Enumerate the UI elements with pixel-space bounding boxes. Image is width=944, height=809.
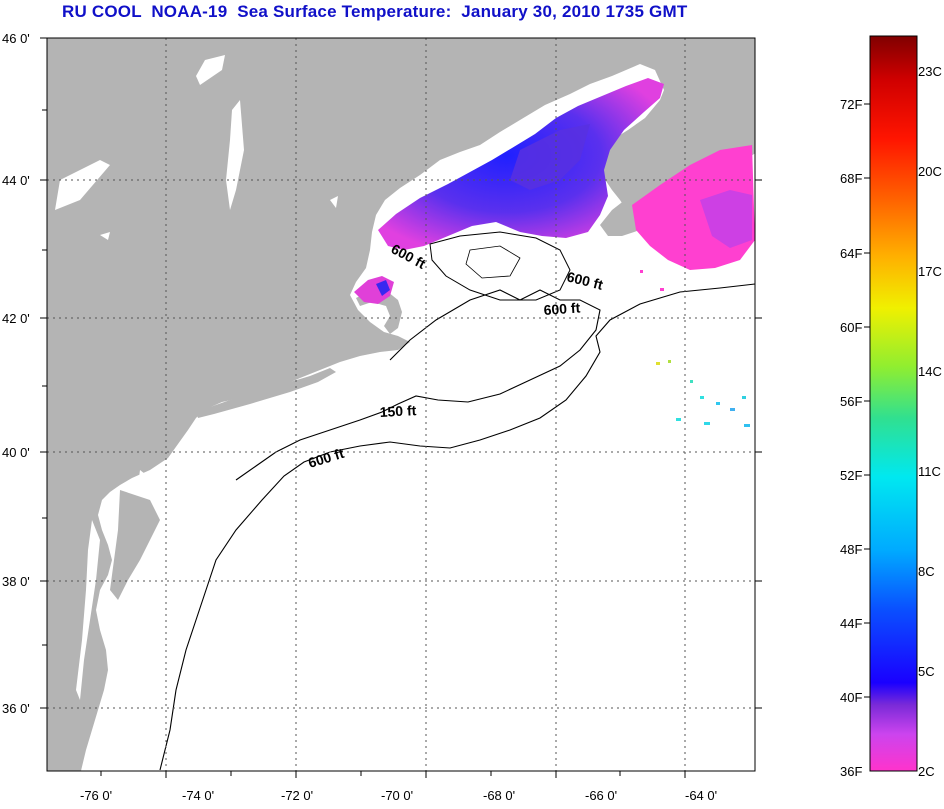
sst-northern-shelf [510, 124, 590, 190]
delaware-bay [138, 470, 150, 490]
colorbar-c-label: 20C [918, 164, 942, 179]
lat-label: 36 0' [2, 701, 30, 716]
colorbar-f-label: 48F [840, 542, 862, 557]
colorbar-c-label: 11C [918, 464, 941, 479]
contour-gulf-ring [429, 231, 571, 301]
inland-lake [196, 55, 225, 85]
inland-lake [55, 160, 110, 210]
sst-cape-cod-bay-core [376, 280, 390, 296]
sst-scotian-shelf-deep [700, 190, 752, 248]
colorbar [869, 35, 918, 772]
lat-label: 46 0' [2, 31, 30, 46]
colorbar-f-label: 44F [840, 616, 862, 631]
inland-lake [100, 232, 110, 240]
sst-scattered-pixels [640, 270, 750, 427]
colorbar-c-label: 23C [918, 64, 942, 79]
colorbar-f-label: 52F [840, 468, 862, 483]
inland-lake [226, 100, 244, 210]
lon-label: -66 0' [585, 788, 617, 803]
longitude-labels: -76 0' -74 0' -72 0' -70 0' -68 0' -66 0… [80, 788, 717, 803]
colorbar-f-label: 64F [840, 246, 862, 261]
colorbar-f-label: 60F [840, 320, 862, 335]
colorbar-f-label: 72F [840, 97, 862, 112]
colorbar-celsius-labels: 23C 20C 17C 14C 11C 8C 5C 2C [918, 64, 942, 779]
colorbar-f-label: 56F [840, 394, 862, 409]
lon-label: -68 0' [483, 788, 515, 803]
map-frame [46, 37, 756, 772]
lat-label: 40 0' [2, 445, 30, 460]
lon-label: -64 0' [685, 788, 717, 803]
lat-label: 44 0' [2, 173, 30, 188]
lon-label: -76 0' [80, 788, 112, 803]
lat-label: 42 0' [2, 311, 30, 326]
contour-label: 600 ft [543, 299, 581, 318]
chesapeake-bay [76, 520, 100, 700]
graticule [47, 38, 755, 771]
colorbar-f-label: 68F [840, 171, 862, 186]
colorbar-f-label: 40F [840, 690, 862, 705]
lon-label: -70 0' [381, 788, 413, 803]
latitude-labels: 46 0' 44 0' 42 0' 40 0' 38 0' 36 0' [2, 31, 30, 716]
colorbar-fahrenheit-labels: 72F 68F 64F 60F 56F 52F 48F 44F 40F 36F [840, 97, 862, 779]
contour-gulf-inner [465, 245, 521, 279]
land-north-america [47, 38, 755, 771]
colorbar-f-label: 36F [840, 764, 862, 779]
colorbar-ticks [864, 103, 870, 698]
land-delmarva [110, 490, 160, 600]
colorbar-c-label: 2C [918, 764, 935, 779]
colorbar-c-label: 14C [918, 364, 942, 379]
lon-label: -72 0' [281, 788, 313, 803]
inland-lake [330, 196, 338, 208]
axis-tick-marks [40, 37, 762, 778]
colorbar-c-label: 17C [918, 264, 942, 279]
contour-600ft-line [159, 283, 755, 771]
contour-150ft-line [235, 289, 601, 481]
contour-label: 150 ft [379, 402, 417, 420]
page-title: RU COOL NOAA-19 Sea Surface Temperature:… [62, 2, 688, 21]
lat-label: 38 0' [2, 574, 30, 589]
lon-label: -74 0' [182, 788, 214, 803]
land-long-island [196, 368, 336, 418]
colorbar-c-label: 8C [918, 564, 935, 579]
colorbar-c-label: 5C [918, 664, 935, 679]
